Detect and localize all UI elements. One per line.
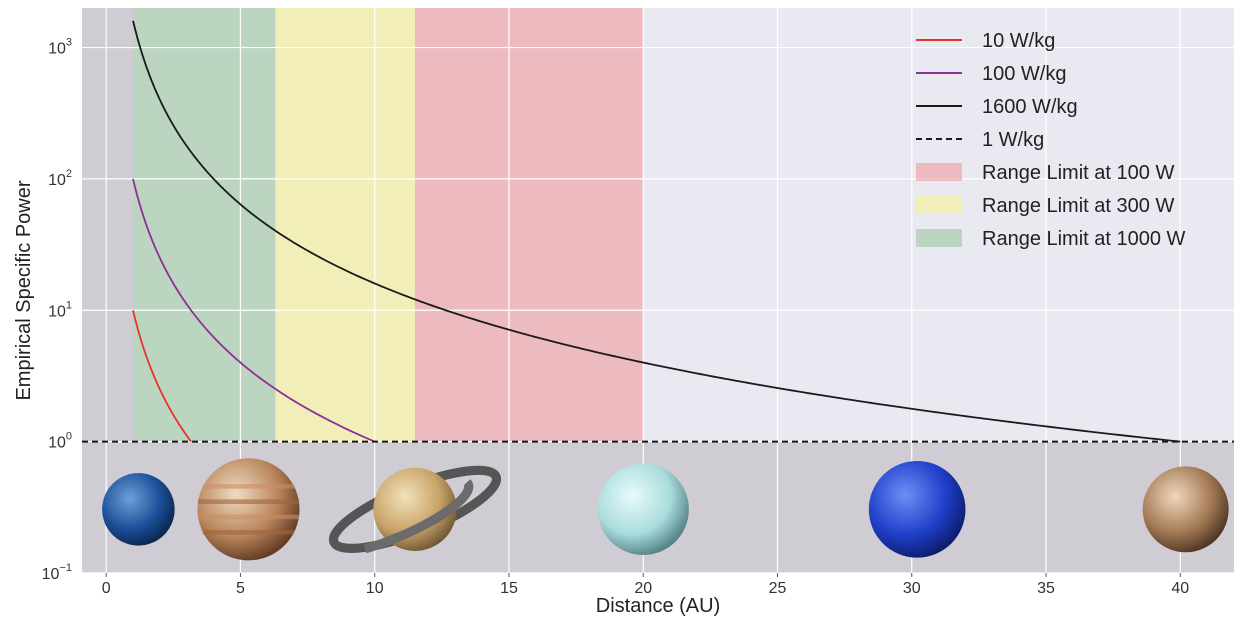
planet-body-pluto	[1143, 466, 1229, 552]
planet-body-jupiter	[197, 458, 299, 560]
legend-label-10-w-kg: 10 W/kg	[982, 30, 1055, 52]
x-tick-label: 30	[903, 580, 921, 597]
planet-body-earth	[102, 473, 175, 546]
planet-body-uranus	[598, 464, 689, 555]
legend-swatch-range-limit-at-1000-w	[916, 229, 962, 247]
legend-label-range-limit-at-100-w: Range Limit at 100 W	[982, 162, 1174, 184]
y-tick-label: 103	[48, 37, 72, 58]
zone-below-1AU	[82, 8, 133, 442]
x-axis-label: Distance (AU)	[596, 595, 720, 617]
planet-jupiter	[197, 458, 299, 560]
legend-swatch-range-limit-at-100-w	[916, 163, 962, 181]
x-tick-label: 15	[500, 580, 518, 597]
planet-pluto	[1143, 466, 1229, 552]
x-tick-label: 40	[1171, 580, 1189, 597]
y-tick-label: 10−1	[42, 562, 72, 583]
legend-label-100-w-kg: 100 W/kg	[982, 63, 1066, 85]
legend-swatch-range-limit-at-300-w	[916, 196, 962, 214]
x-tick-label: 10	[366, 580, 384, 597]
y-tick-label: 100	[48, 431, 72, 452]
x-tick-label: 35	[1037, 580, 1055, 597]
legend-label-range-limit-at-300-w: Range Limit at 300 W	[982, 195, 1174, 217]
region-range-limit-at-100-w	[415, 8, 643, 442]
planet-uranus	[598, 464, 689, 555]
region-range-limit-at-300-w	[275, 8, 415, 442]
x-tick-label: 5	[236, 580, 245, 597]
x-tick-label: 0	[102, 580, 111, 597]
y-axis-label: Empirical Specific Power	[13, 180, 35, 400]
legend-label-1600-w-kg: 1600 W/kg	[982, 96, 1078, 118]
planet-body-neptune	[869, 461, 966, 558]
x-tick-label: 25	[769, 580, 787, 597]
planet-neptune	[869, 461, 966, 558]
legend-label-1-w-kg: 1 W/kg	[982, 129, 1044, 151]
range-regions	[133, 8, 643, 442]
y-tick-label: 101	[48, 299, 72, 320]
planet-earth	[102, 473, 175, 546]
legend-label-range-limit-at-1000-w: Range Limit at 1000 W	[982, 228, 1186, 250]
y-tick-label: 102	[48, 168, 72, 189]
